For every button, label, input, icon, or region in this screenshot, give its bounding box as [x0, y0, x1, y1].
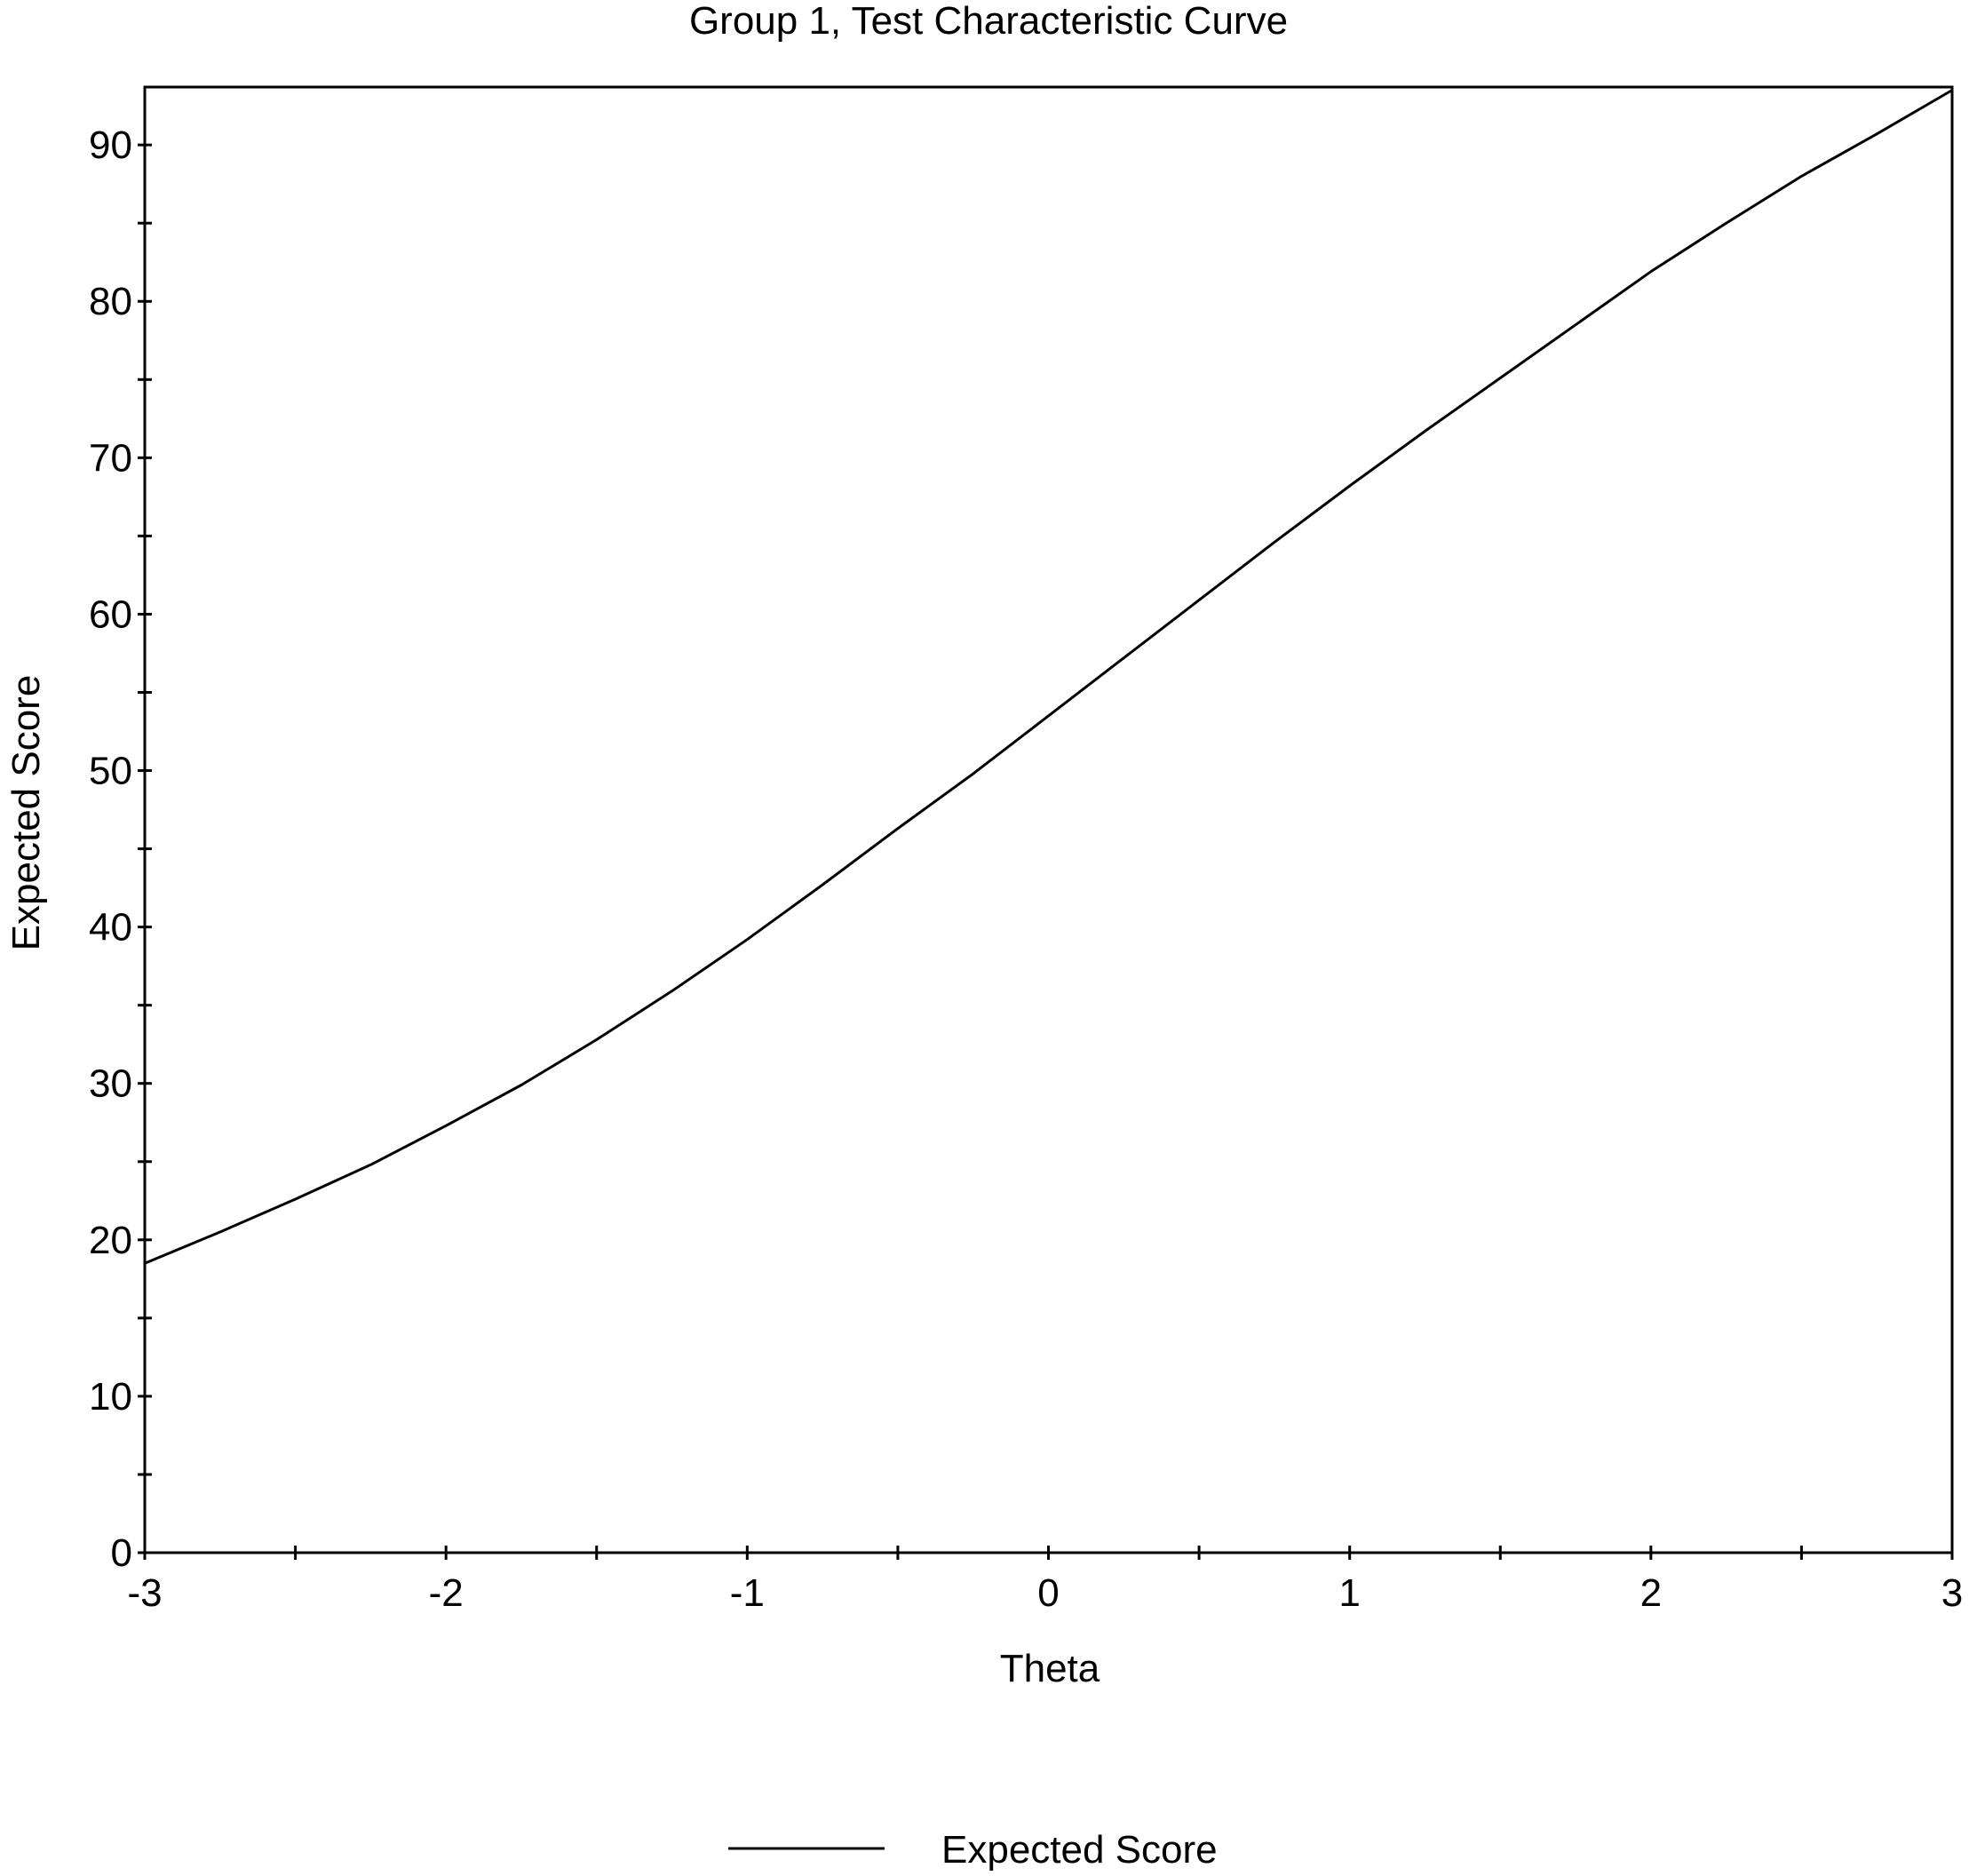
y-tick-label: 70	[89, 436, 132, 480]
y-tick-label: 60	[89, 592, 132, 636]
x-tick-label: 2	[1640, 1571, 1662, 1615]
y-tick-label: 90	[89, 123, 132, 167]
chart-title: Group 1, Test Characteristic Curve	[689, 0, 1288, 43]
y-tick-label: 50	[89, 750, 132, 793]
x-tick-label: 1	[1338, 1571, 1360, 1615]
x-tick-label: -3	[127, 1571, 162, 1615]
x-axis: -3 -2 -1 0 1 2 3	[127, 1546, 1963, 1615]
x-tick-label: -1	[730, 1571, 765, 1615]
x-tick-label: 3	[1941, 1571, 1963, 1615]
y-axis: 0 10 20 30 40 50 60 70 80 90	[89, 123, 152, 1575]
series-line-expected-score	[144, 89, 1953, 1265]
y-tick-label: 80	[89, 280, 132, 323]
y-tick-label: 20	[89, 1219, 132, 1262]
plot-frame	[143, 85, 1954, 1554]
y-tick-label: 10	[89, 1375, 132, 1419]
legend-label: Expected Score	[941, 1828, 1218, 1872]
legend: Expected Score	[728, 1828, 1218, 1872]
series-group	[144, 89, 1953, 1265]
y-tick-label: 40	[89, 906, 132, 950]
x-tick-label: 0	[1037, 1571, 1059, 1615]
plot-area	[143, 85, 1954, 1554]
y-tick-label: 0	[111, 1531, 132, 1575]
x-tick-label: -2	[429, 1571, 464, 1615]
x-axis-label: Theta	[1000, 1647, 1100, 1690]
y-tick-label: 30	[89, 1062, 132, 1106]
y-axis-label: Expected Score	[4, 675, 48, 951]
